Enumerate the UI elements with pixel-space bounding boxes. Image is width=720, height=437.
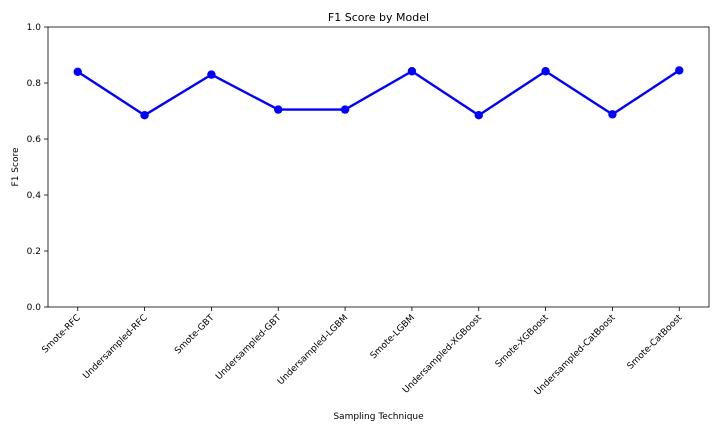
data-point — [340, 105, 350, 114]
x-tick-label: Smote-XGBoost — [494, 313, 551, 370]
x-tick-label: Undersampled-CatBoost — [533, 313, 618, 398]
y-tick-label: 0.0 — [27, 303, 42, 313]
y-tick-label: 0.6 — [27, 135, 42, 145]
x-tick-label: Undersampled-XGBoost — [401, 313, 484, 396]
y-axis-ticks: 0.0 0.2 0.4 0.6 0.8 1.0 — [27, 23, 48, 313]
y-tick-label: 0.4 — [27, 191, 42, 201]
data-point — [474, 111, 483, 120]
data-point — [675, 66, 684, 75]
x-tick-label: Undersampled-LGBM — [276, 313, 350, 387]
plot-area — [47, 26, 710, 308]
y-axis-label: F1 Score — [11, 147, 21, 186]
x-tick-label: Smote-RFC — [40, 313, 82, 355]
series-layer — [73, 66, 684, 120]
y-tick-label: 1.0 — [27, 23, 42, 33]
data-point — [140, 111, 149, 120]
chart-title: F1 Score by Model — [328, 11, 429, 24]
data-point — [207, 70, 216, 79]
x-tick-label: Smote-LGBM — [369, 313, 417, 361]
data-point — [73, 67, 82, 77]
x-tick-label: Smote-CatBoost — [626, 313, 685, 372]
x-tick-label: Smote-GBT — [173, 313, 217, 357]
series-line — [77, 69, 680, 117]
data-point — [407, 67, 417, 76]
data-point — [274, 105, 283, 114]
x-tick-label: Undersampled-RFC — [81, 313, 149, 381]
y-tick-label: 0.2 — [27, 247, 41, 257]
x-axis-label: Sampling Technique — [333, 412, 424, 422]
data-point — [608, 110, 617, 119]
y-tick-label: 0.8 — [27, 79, 42, 89]
x-tick-label: Undersampled-GBT — [214, 313, 284, 383]
data-point — [541, 67, 550, 76]
